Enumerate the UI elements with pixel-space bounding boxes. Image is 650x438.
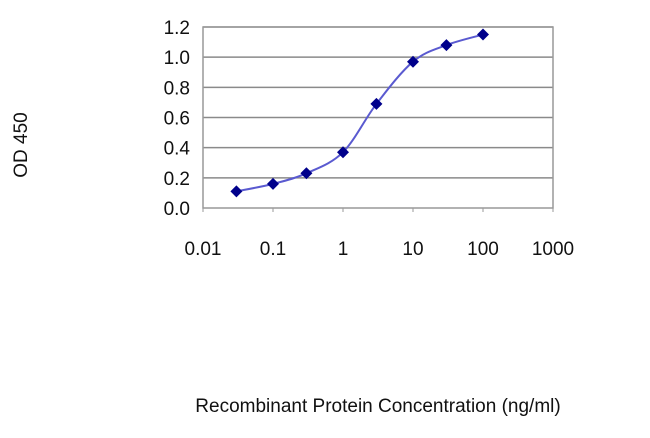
x-tick-label: 0.01 [185,239,222,260]
data-point [370,97,383,110]
data-point [407,55,419,68]
x-tick-label: 0.1 [260,239,286,260]
x-tick-labels: 0.01 0.1 1 10 100 1000 [185,239,575,260]
data-point [267,177,279,190]
y-tick-label: 0.0 [164,199,190,220]
gridlines [202,26,554,212]
x-axis-label: Recombinant Protein Concentration (ng/ml… [195,396,560,417]
series [230,28,489,198]
data-point [440,39,453,52]
x-tick-label: 1000 [532,239,574,260]
x-tick-label: 1 [338,239,349,260]
y-tick-label: 1.0 [164,48,190,69]
y-axis-label: OD 450 [11,112,32,177]
y-tick-labels: 0.0 0.2 0.4 0.6 0.8 1.0 1.2 [164,18,191,220]
data-point [477,28,489,41]
data-point [337,146,349,159]
y-tick-label: 0.2 [164,169,190,190]
y-tick-label: 1.2 [164,18,190,39]
y-tick-label: 0.8 [164,78,190,99]
y-tick-label: 0.6 [164,109,190,130]
x-tick-label: 10 [402,239,423,260]
y-tick-label: 0.4 [164,139,191,160]
data-point [300,167,313,180]
data-point [230,185,243,198]
plot-area [202,26,554,209]
x-tick-label: 100 [467,239,499,260]
series-line [236,33,484,193]
